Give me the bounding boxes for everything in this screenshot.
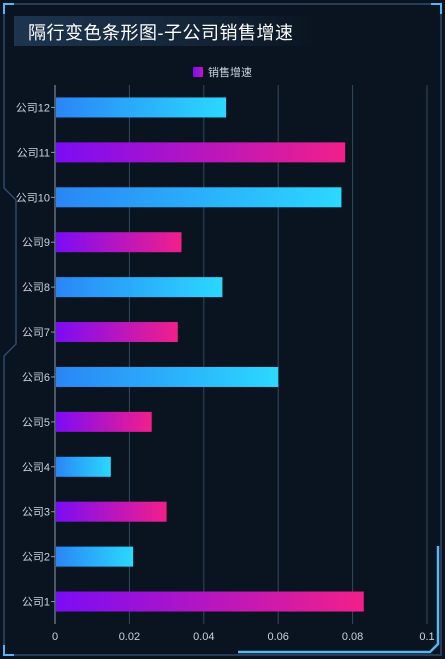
y-tick-label: 公司5 [22,417,50,429]
x-tick-label: 0.02 [119,631,140,643]
y-tick-label: 公司3 [22,507,50,519]
x-tick-label: 0.04 [193,631,214,643]
title-bar [14,16,314,46]
x-tick-label: 0 [52,631,58,643]
corner-bottom-left [3,645,14,656]
y-tick-label: 公司8 [22,282,50,294]
x-tick-label: 0.08 [342,631,363,643]
bar-公司5 [56,411,152,432]
chart-title: 隔行变色条形图-子公司销售增速 [28,23,294,43]
x-tick-label: 0.1 [419,631,434,643]
corner-top-right [431,3,442,14]
bar-公司8 [56,277,223,298]
bar-公司3 [56,501,167,522]
accent-bottom-right [238,546,440,654]
bar-公司9 [56,232,182,253]
legend-label: 销售增速 [208,67,252,79]
y-tick-label: 公司7 [22,327,50,339]
y-tick-label: 公司6 [22,372,50,384]
bar-公司2 [56,546,134,567]
corner-top-left [3,3,14,14]
panel-border [3,3,442,656]
bar-公司11 [56,142,346,163]
legend[interactable]: 销售增速 [0,64,445,80]
y-tick-label: 公司11 [17,147,50,159]
bar-公司6 [56,366,279,387]
bar-公司4 [56,456,111,477]
bar-公司10 [56,187,342,208]
y-tick-label: 公司10 [16,192,50,204]
y-tick-label: 公司4 [22,462,50,474]
y-tick-label: 公司12 [16,102,50,114]
y-tick-label: 公司1 [22,597,50,609]
bar-公司1 [56,591,364,612]
x-tick-label: 0.06 [267,631,288,643]
y-tick-label: 公司9 [22,237,50,249]
bar-公司12 [56,97,227,118]
y-tick-label: 公司2 [22,552,50,564]
legend-swatch [193,67,203,77]
bar-公司7 [56,322,178,343]
